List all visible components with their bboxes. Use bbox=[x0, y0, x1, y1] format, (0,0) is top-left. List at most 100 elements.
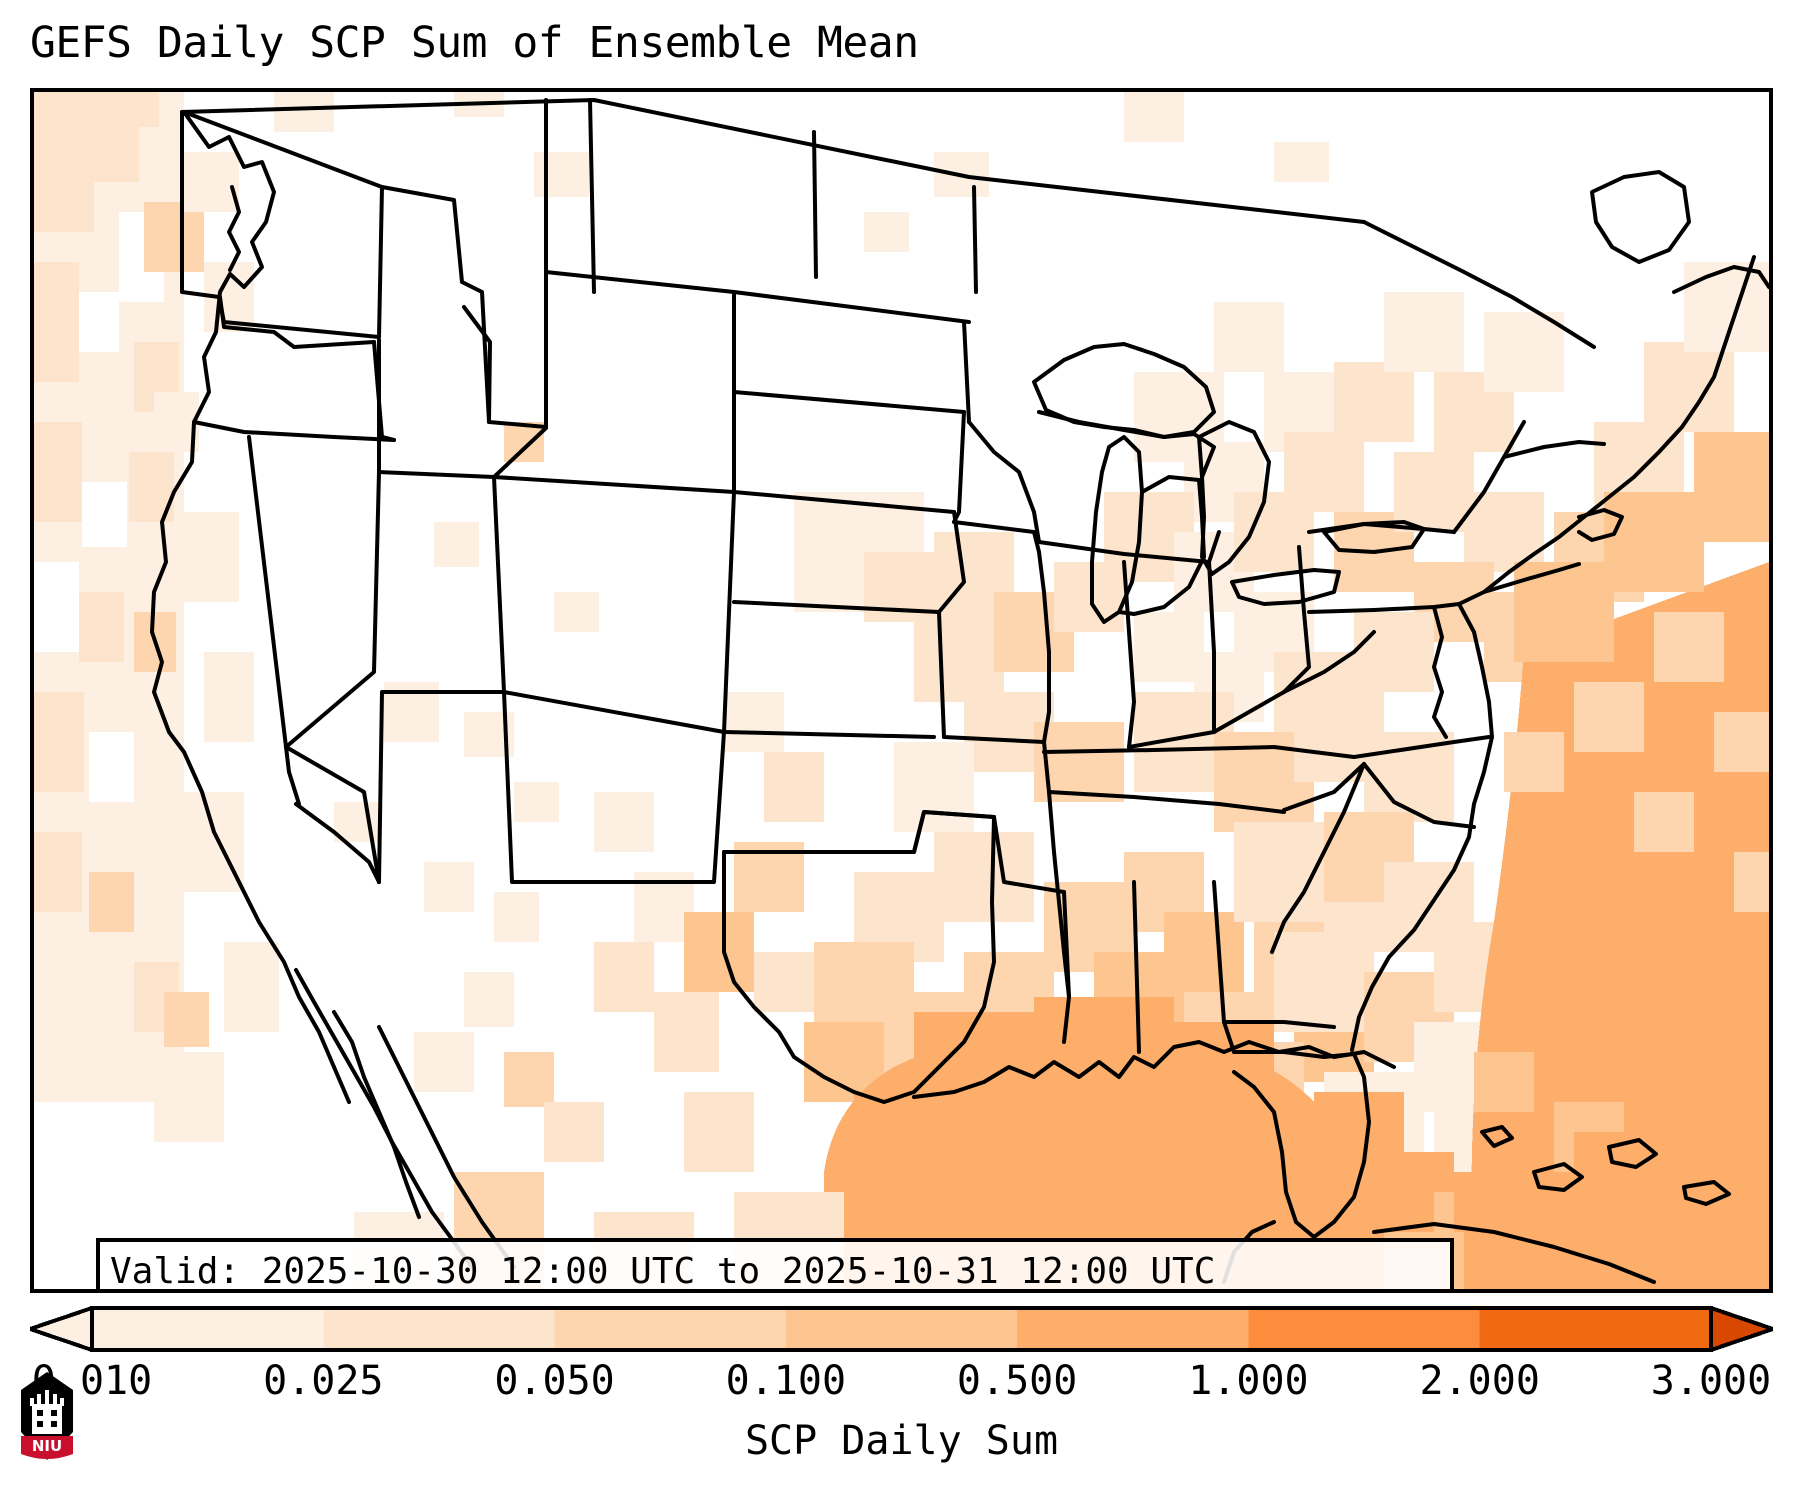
border-ne-ks bbox=[732, 600, 941, 614]
colorbar-tick-label-5: 1.000 bbox=[1188, 1358, 1309, 1404]
border-tn-nc bbox=[1282, 762, 1366, 812]
border-canada bbox=[180, 98, 1366, 224]
field-gulf-of-mexico bbox=[354, 997, 1524, 1289]
border-ok-tx bbox=[722, 810, 996, 854]
border-wy-mt-sd bbox=[544, 270, 736, 494]
border-sd-mn-ia bbox=[952, 410, 966, 524]
border-province-3 bbox=[972, 185, 978, 294]
colorbar-tick-label-3: 0.100 bbox=[725, 1358, 847, 1404]
outline-texas bbox=[722, 810, 996, 1104]
outline-michigan-lp bbox=[1117, 475, 1206, 616]
border-mn-wi bbox=[967, 420, 1041, 544]
annotation-box: Valid: 2025-10-30 12:00 UTC to 2025-10-3… bbox=[96, 1238, 1454, 1292]
coast-long-island bbox=[1482, 562, 1581, 594]
border-az-nm bbox=[502, 690, 726, 884]
border-nd-mn bbox=[962, 320, 971, 424]
border-oh-pa-wv bbox=[1282, 545, 1311, 694]
border-nd-sd bbox=[732, 390, 966, 414]
coast-gulf-of-california bbox=[332, 1010, 421, 1219]
border-ut-co-az-nm bbox=[377, 475, 506, 884]
border-wi-mi bbox=[1037, 530, 1221, 564]
outline-florida bbox=[1232, 1050, 1371, 1239]
border-ar-la-ms bbox=[992, 815, 1066, 894]
border-province-2 bbox=[812, 130, 818, 279]
border-nm-co bbox=[502, 690, 726, 734]
colorbar-extend-min bbox=[30, 1306, 94, 1352]
border-co-wy bbox=[492, 475, 736, 734]
colorbar[interactable] bbox=[30, 1306, 1773, 1352]
coast-gulf bbox=[912, 1040, 1396, 1099]
logo-text: NIU bbox=[32, 1437, 62, 1455]
colorbar-tick-label-6: 2.000 bbox=[1419, 1358, 1540, 1404]
island-bahamas-1 bbox=[1532, 1162, 1584, 1192]
colorbar-band-2 bbox=[554, 1308, 787, 1350]
border-pa-ny bbox=[1307, 522, 1456, 534]
colorbar-axis-label: SCP Daily Sum bbox=[744, 1418, 1059, 1464]
border-ia-ne-mo bbox=[937, 510, 966, 614]
border-or-ca bbox=[192, 420, 396, 442]
border-or-nv-id bbox=[372, 340, 396, 442]
border-va-nc bbox=[1352, 735, 1491, 759]
border-nv-az-ut bbox=[284, 745, 381, 884]
colorbar-tick-label-4: 0.500 bbox=[956, 1358, 1078, 1404]
coast-cape-cod bbox=[1577, 508, 1624, 542]
border-in-oh bbox=[1207, 560, 1216, 734]
border-ca-nv bbox=[247, 435, 301, 806]
castle-windows bbox=[37, 1410, 57, 1427]
page-title: GEFS Daily SCP Sum of Ensemble Mean bbox=[30, 18, 919, 68]
border-ky-in-oh bbox=[1127, 690, 1286, 749]
coast-pacific-northwest bbox=[150, 110, 351, 1104]
colorbar-extend-max bbox=[1709, 1306, 1773, 1352]
border-sd-ne bbox=[732, 490, 956, 514]
border-mo-ar bbox=[942, 735, 1046, 744]
map-panel[interactable]: Valid: 2025-10-30 12:00 UTC to 2025-10-3… bbox=[30, 88, 1773, 1293]
border-ny-vt-nh bbox=[1452, 420, 1526, 534]
lake-michigan bbox=[1090, 435, 1144, 624]
border-mo-ks bbox=[937, 610, 946, 739]
border-ut-wy-co bbox=[377, 426, 548, 479]
border-ks-ok bbox=[722, 730, 936, 739]
border-id-wy bbox=[462, 305, 492, 424]
border-nc-sc bbox=[1362, 762, 1476, 829]
colorbar-tick-label-1: 0.025 bbox=[263, 1358, 384, 1404]
border-ia-wi-il bbox=[952, 520, 1041, 554]
colorbar-band-0 bbox=[92, 1308, 324, 1350]
map-geography-overlay bbox=[34, 92, 1769, 1289]
coast-stlawrence bbox=[1362, 220, 1596, 349]
coast-chesapeake bbox=[1432, 605, 1448, 739]
colorbar-bands bbox=[92, 1308, 1712, 1350]
coast-mid-atlantic bbox=[1350, 602, 1494, 1052]
logo-band bbox=[21, 1436, 73, 1459]
colorbar-band-3 bbox=[785, 1308, 1018, 1350]
border-tn-ms-al-ga bbox=[1047, 790, 1286, 814]
border-wv-va bbox=[1282, 630, 1376, 694]
island-bahamas-3 bbox=[1682, 1180, 1731, 1206]
valid-time-line: Valid: 2025-10-30 12:00 UTC to 2025-10-3… bbox=[110, 1251, 1216, 1292]
colorbar-band-1 bbox=[323, 1308, 556, 1350]
border-ca-az bbox=[294, 802, 381, 884]
border-province-1 bbox=[588, 98, 596, 294]
lake-erie bbox=[1230, 568, 1341, 606]
colorbar-tick-label-7: 3.000 bbox=[1650, 1358, 1772, 1404]
coast-cuba bbox=[1372, 1222, 1656, 1284]
border-sc-ga bbox=[1270, 762, 1366, 954]
lake-huron bbox=[1197, 420, 1271, 576]
border-al-ga bbox=[1212, 880, 1236, 1054]
coast-canada-maritimes bbox=[1672, 265, 1769, 294]
castle-icon bbox=[30, 1390, 64, 1434]
border-il-ia-mo bbox=[1037, 550, 1051, 744]
island-bahamas-4 bbox=[1480, 1125, 1514, 1148]
lake-superior bbox=[1032, 342, 1216, 439]
colorbar-band-4 bbox=[1017, 1308, 1250, 1350]
coast-baja bbox=[294, 968, 476, 1272]
border-ms-al bbox=[1132, 880, 1141, 1054]
colorbar-band-6 bbox=[1479, 1308, 1712, 1350]
border-id-mt-wy bbox=[380, 185, 548, 429]
coast-mexico-mainland bbox=[377, 1025, 516, 1269]
border-wa-or bbox=[218, 295, 376, 349]
outline-michigan-up bbox=[1037, 410, 1216, 479]
border-ga-fl bbox=[1222, 1020, 1336, 1029]
border-ut-nv bbox=[284, 470, 381, 749]
border-la-ms-al bbox=[1062, 890, 1071, 999]
colorbar-band-5 bbox=[1248, 1308, 1481, 1350]
